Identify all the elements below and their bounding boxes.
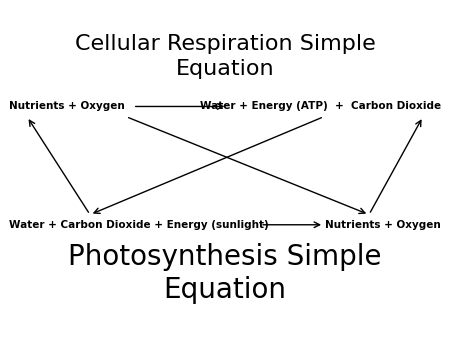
Text: Water + Carbon Dioxide + Energy (sunlight): Water + Carbon Dioxide + Energy (sunligh… [9,220,269,230]
Text: Water + Energy (ATP)  +  Carbon Dioxide: Water + Energy (ATP) + Carbon Dioxide [200,101,441,112]
Text: Cellular Respiration Simple
Equation: Cellular Respiration Simple Equation [75,34,375,79]
Text: Nutrients + Oxygen: Nutrients + Oxygen [325,220,441,230]
Text: Photosynthesis Simple
Equation: Photosynthesis Simple Equation [68,243,382,304]
Text: Nutrients + Oxygen: Nutrients + Oxygen [9,101,125,112]
